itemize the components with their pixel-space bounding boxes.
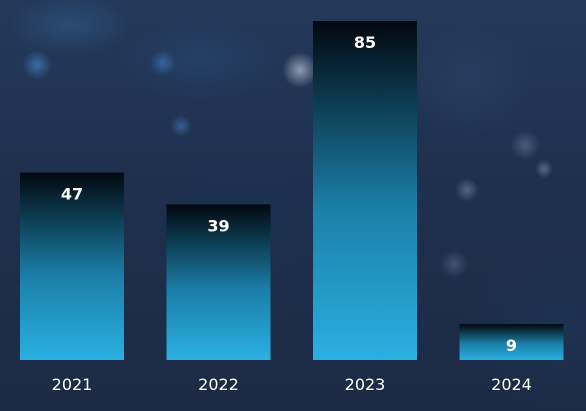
x-tick-label-2024: 2024	[491, 375, 532, 394]
bar-2024	[459, 324, 564, 360]
data-labels-group: 47 39 85 9	[61, 33, 517, 355]
bar-2022	[166, 204, 271, 360]
data-label-2023: 85	[354, 33, 376, 52]
bars-group	[20, 21, 564, 360]
bar-2023	[313, 21, 417, 360]
bar-2021	[20, 172, 124, 360]
data-label-2024: 9	[506, 336, 517, 355]
x-tick-label-2022: 2022	[198, 375, 239, 394]
x-axis-tick-labels: 2021 2022 2023 2024	[52, 375, 532, 394]
data-label-2022: 39	[207, 216, 229, 235]
x-tick-label-2021: 2021	[52, 375, 93, 394]
data-label-2021: 47	[61, 185, 83, 204]
x-tick-label-2023: 2023	[345, 375, 386, 394]
